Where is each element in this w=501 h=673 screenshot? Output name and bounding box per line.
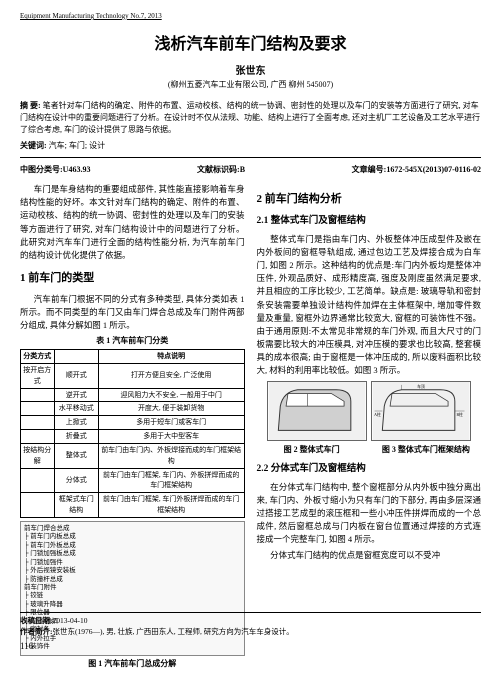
article-title: 浅析汽车前车门结构及要求 xyxy=(20,30,481,54)
abstract-text: 笔者针对车门结构的确定、附件的布置、运动校核、结构的统一协调、密封性的处理以及车… xyxy=(20,101,480,134)
figure-2-svg xyxy=(267,381,367,441)
right-column: 2 前车门结构分析 2.1 整体式车门及窗框结构 整体式车门是指由车门内、外板整… xyxy=(257,183,482,673)
table-1-caption: 表 1 汽车前车门分类 xyxy=(20,335,245,347)
divider xyxy=(20,157,481,158)
left-column: 车门是车身结构的重要组成部件, 其性能直接影响着车身结构性能的好坏。本文针对车门… xyxy=(20,183,245,673)
section-1-paragraph: 汽车前车门根据不同的分式有多种类型, 具体分类如表 1 所示。而不同类型的车门又… xyxy=(20,293,245,333)
figure-3-caption: 图 3 整体式车门框架结构 xyxy=(371,444,481,456)
keywords-label: 关键词: xyxy=(20,141,47,150)
received-date: 收稿日期:2013-04-10 xyxy=(20,616,481,627)
journal-header: Equipment Manufacturing Technology No.7,… xyxy=(20,12,481,20)
svg-text:车顶: 车顶 xyxy=(417,383,425,388)
abstract-label: 摘 要: xyxy=(20,101,41,110)
section-2-2-paragraph-1: 在分体式车门结构中, 整个窗框部分从内外板中独分离出来, 车门内、外板寸缩小为只… xyxy=(257,481,482,547)
abstract: 摘 要: 笔者针对车门结构的确定、附件的布置、运动校核、结构的统一协调、密封性的… xyxy=(20,100,481,136)
figure-1-caption: 图 1 汽车前车门总成分解 xyxy=(20,658,245,670)
figure-2-3-pair: 车顶 B柱 A柱 xyxy=(257,381,482,441)
affiliation: (柳州五菱汽车工业有限公司, 广西 柳州 545007) xyxy=(20,79,481,90)
author-bio: 作者简介:张世东(1976—), 男, 壮族, 广西田东人, 工程师, 研究方向… xyxy=(20,627,481,638)
footer: 收稿日期:2013-04-10 作者简介:张世东(1976—), 男, 壮族, … xyxy=(20,612,481,653)
section-1-heading: 1 前车门的类型 xyxy=(20,270,245,287)
keywords: 关键词: 汽车; 车门; 设计 xyxy=(20,140,481,151)
page-number: 116 xyxy=(20,640,481,653)
figure-3-svg: 车顶 B柱 A柱 xyxy=(371,381,471,441)
intro-paragraph: 车门是车身结构的重要组成部件, 其性能直接影响着车身结构性能的好坏。本文针对车门… xyxy=(20,183,245,262)
keywords-text: 汽车; 车门; 设计 xyxy=(49,141,105,150)
body-columns: 车门是车身结构的重要组成部件, 其性能直接影响着车身结构性能的好坏。本文针对车门… xyxy=(20,183,481,673)
svg-text:A柱: A柱 xyxy=(374,411,381,416)
section-2-1-paragraph: 整体式车门是指由车门内、外板整体冲压成型件及嵌在内外板间的窗框导轨组成, 通过包… xyxy=(257,233,482,378)
author-name: 张世东 xyxy=(20,62,481,77)
figure-2-caption: 图 2 整体式车门 xyxy=(257,444,367,456)
clc: 中图分类号:U463.93 xyxy=(20,164,90,175)
table-1: 分类方式特点说明按开启方式顺开式打开方便且安全, 广泛使用逆开式迎风阻力大不安全… xyxy=(20,349,245,518)
meta-row: 中图分类号:U463.93 文献标识码:B 文章编号:1672-545X(201… xyxy=(20,164,481,175)
section-2-1-heading: 2.1 整体式车门及窗框结构 xyxy=(257,214,482,229)
doc-code: 文献标识码:B xyxy=(197,164,245,175)
article-no: 文章编号:1672-545X(2013)07-0116-02 xyxy=(352,164,481,175)
svg-text:B柱: B柱 xyxy=(456,411,463,416)
section-2-2-heading: 2.2 分体式车门及窗框结构 xyxy=(257,462,482,477)
section-2-2-paragraph-2: 分体式车门结构的优点是窗框宽度可以不受冲 xyxy=(257,549,482,562)
section-2-heading: 2 前车门结构分析 xyxy=(257,191,482,208)
